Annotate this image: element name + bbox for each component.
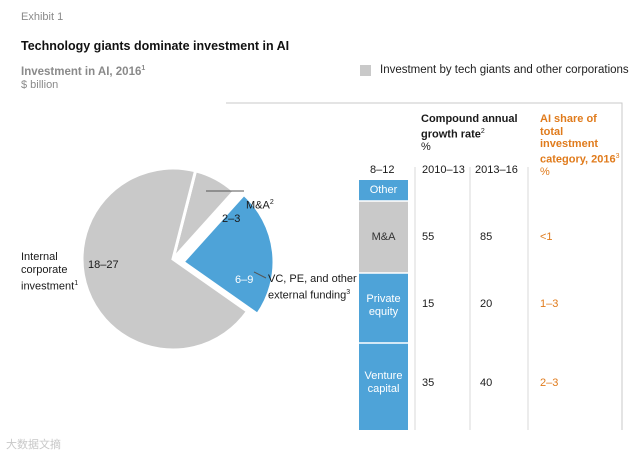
ma-value-label: 2–3	[222, 213, 241, 225]
bar-segment-venture-capital	[359, 343, 408, 430]
bar-label-venture-capital: Venture capital	[364, 370, 403, 395]
internal-value-label: 18–27	[88, 259, 119, 271]
watermark: 大数据文摘	[6, 439, 61, 451]
panel-outline	[226, 102, 623, 430]
legend-label: Investment by tech giants and other corp…	[380, 64, 629, 76]
bar-label-other: Other	[369, 184, 398, 196]
growth-2010-13-ma: 55	[422, 231, 435, 243]
growth-2010-13-venture-capital: 35	[422, 377, 435, 389]
col-header-2010-13: 2010–13	[422, 164, 465, 176]
pie-slice-internal	[80, 166, 250, 352]
share-private-equity: 1–3	[540, 298, 559, 310]
col-header-2013-16: 2013–16	[475, 164, 518, 176]
vc-value-label: 6–9	[235, 274, 254, 286]
share-venture-capital: 2–3	[540, 377, 559, 389]
growth-2010-13-private-equity: 15	[422, 298, 435, 310]
growth-2013-16-ma: 85	[480, 231, 493, 243]
vc-connector	[253, 271, 267, 279]
legend-swatch	[360, 65, 371, 76]
share-ma: <1	[540, 231, 553, 243]
chart-title: Technology giants dominate investment in…	[21, 39, 290, 53]
growth-2013-16-private-equity: 20	[480, 298, 493, 310]
chart-subtitle: Investment in AI, 20161	[21, 65, 146, 78]
growth-header: Compound annual growth rate2%	[421, 113, 518, 153]
bar-segment-ma	[359, 201, 408, 273]
vc-label: VC, PE, and other external funding3	[268, 273, 357, 302]
bar-label-ma: M&A	[371, 231, 396, 243]
pie-chart	[80, 166, 276, 352]
internal-label: Internal corporate investment1	[21, 251, 79, 293]
pie-slice-vc	[180, 192, 276, 317]
bar-total-label: 8–12	[370, 164, 395, 176]
unit-label: $ billion	[21, 79, 59, 91]
share-header: AI share of total investment category, 2…	[540, 113, 620, 178]
exhibit-label: Exhibit 1	[21, 11, 64, 23]
bar-segment-other	[359, 180, 408, 201]
bar-segment-private-equity	[359, 273, 408, 343]
bar-label-private-equity: Private equity	[366, 293, 401, 318]
ma-label: M&A2	[246, 199, 274, 212]
growth-2013-16-venture-capital: 40	[480, 377, 493, 389]
